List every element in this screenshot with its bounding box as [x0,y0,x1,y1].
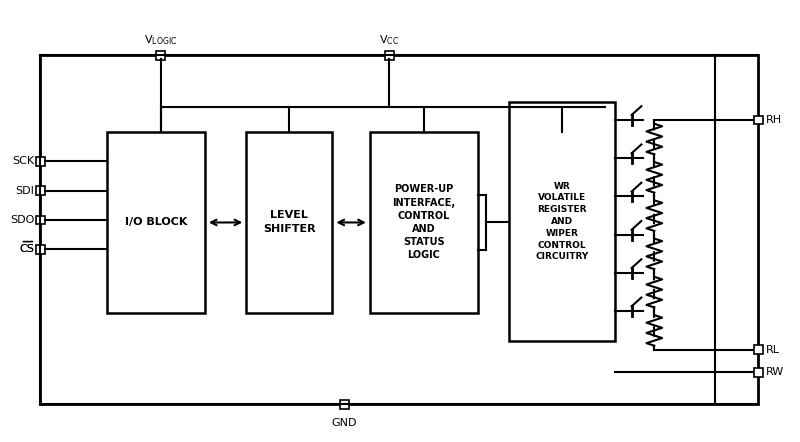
Bar [246,132,333,313]
Bar [36,245,45,254]
Bar [385,51,394,60]
Bar [754,368,762,377]
Text: CS: CS [19,244,34,255]
Text: CS: CS [19,244,34,255]
Text: I/O BLOCK: I/O BLOCK [125,217,187,228]
Text: LEVEL
SHIFTER: LEVEL SHIFTER [263,210,316,234]
Text: V$_{\mathregular{LOGIC}}$: V$_{\mathregular{LOGIC}}$ [144,34,178,47]
Text: V$_{\mathregular{CC}}$: V$_{\mathregular{CC}}$ [379,34,399,47]
Text: GND: GND [331,418,357,428]
Bar [36,186,45,195]
Text: RW: RW [766,367,785,377]
Bar [754,345,762,354]
Text: SDO: SDO [10,215,34,225]
Bar [754,115,762,124]
Text: SDI: SDI [15,186,34,195]
Bar [107,132,205,313]
Text: SCK: SCK [12,156,34,166]
Bar [340,400,349,409]
Text: RL: RL [766,344,780,354]
Bar [36,216,45,225]
Bar [509,102,615,341]
Bar [40,55,758,404]
Bar [370,132,478,313]
Bar [36,157,45,166]
Text: RH: RH [766,115,782,125]
Text: WR
VOLATILE
REGISTER
AND
WIPER
CONTROL
CIRCUITRY: WR VOLATILE REGISTER AND WIPER CONTROL C… [535,182,589,261]
Bar [156,51,166,60]
Text: POWER-UP
INTERFACE,
CONTROL
AND
STATUS
LOGIC: POWER-UP INTERFACE, CONTROL AND STATUS L… [392,184,455,260]
